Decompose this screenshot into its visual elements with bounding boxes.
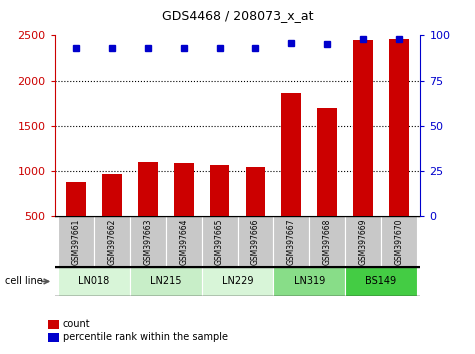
Text: GSM397661: GSM397661 — [72, 218, 81, 265]
Bar — [281, 93, 301, 261]
FancyBboxPatch shape — [202, 216, 238, 267]
FancyBboxPatch shape — [58, 267, 130, 296]
FancyBboxPatch shape — [94, 216, 130, 267]
Text: GSM397663: GSM397663 — [143, 218, 152, 265]
Bar — [138, 162, 158, 261]
Text: LN319: LN319 — [294, 276, 325, 286]
Bar — [48, 333, 59, 342]
Bar — [353, 40, 373, 261]
Text: GSM397665: GSM397665 — [215, 218, 224, 265]
Text: count: count — [63, 319, 90, 329]
Text: cell line: cell line — [5, 276, 42, 286]
Text: percentile rank within the sample: percentile rank within the sample — [63, 332, 228, 342]
Bar — [317, 108, 337, 261]
Text: GSM397662: GSM397662 — [107, 218, 116, 265]
FancyBboxPatch shape — [166, 216, 202, 267]
Bar — [66, 182, 86, 261]
Text: BS149: BS149 — [365, 276, 397, 286]
Text: GSM397667: GSM397667 — [287, 218, 296, 265]
Text: LN018: LN018 — [78, 276, 110, 286]
FancyBboxPatch shape — [130, 216, 166, 267]
Text: LN215: LN215 — [150, 276, 181, 286]
FancyBboxPatch shape — [381, 216, 417, 267]
FancyBboxPatch shape — [202, 267, 273, 296]
Bar — [174, 163, 194, 261]
FancyBboxPatch shape — [273, 216, 309, 267]
FancyBboxPatch shape — [238, 216, 273, 267]
Text: GDS4468 / 208073_x_at: GDS4468 / 208073_x_at — [162, 9, 313, 22]
Text: GSM397670: GSM397670 — [394, 218, 403, 265]
FancyBboxPatch shape — [130, 267, 202, 296]
FancyBboxPatch shape — [345, 267, 417, 296]
Text: LN229: LN229 — [222, 276, 253, 286]
Bar — [246, 167, 266, 261]
Text: GSM397666: GSM397666 — [251, 218, 260, 265]
Text: GSM397669: GSM397669 — [359, 218, 368, 265]
Bar — [102, 175, 122, 261]
Text: GSM397664: GSM397664 — [179, 218, 188, 265]
Text: GSM397668: GSM397668 — [323, 218, 332, 265]
Bar — [389, 39, 408, 261]
FancyBboxPatch shape — [309, 216, 345, 267]
Bar — [48, 320, 59, 329]
FancyBboxPatch shape — [345, 216, 381, 267]
Bar — [209, 165, 229, 261]
FancyBboxPatch shape — [273, 267, 345, 296]
FancyBboxPatch shape — [58, 216, 94, 267]
